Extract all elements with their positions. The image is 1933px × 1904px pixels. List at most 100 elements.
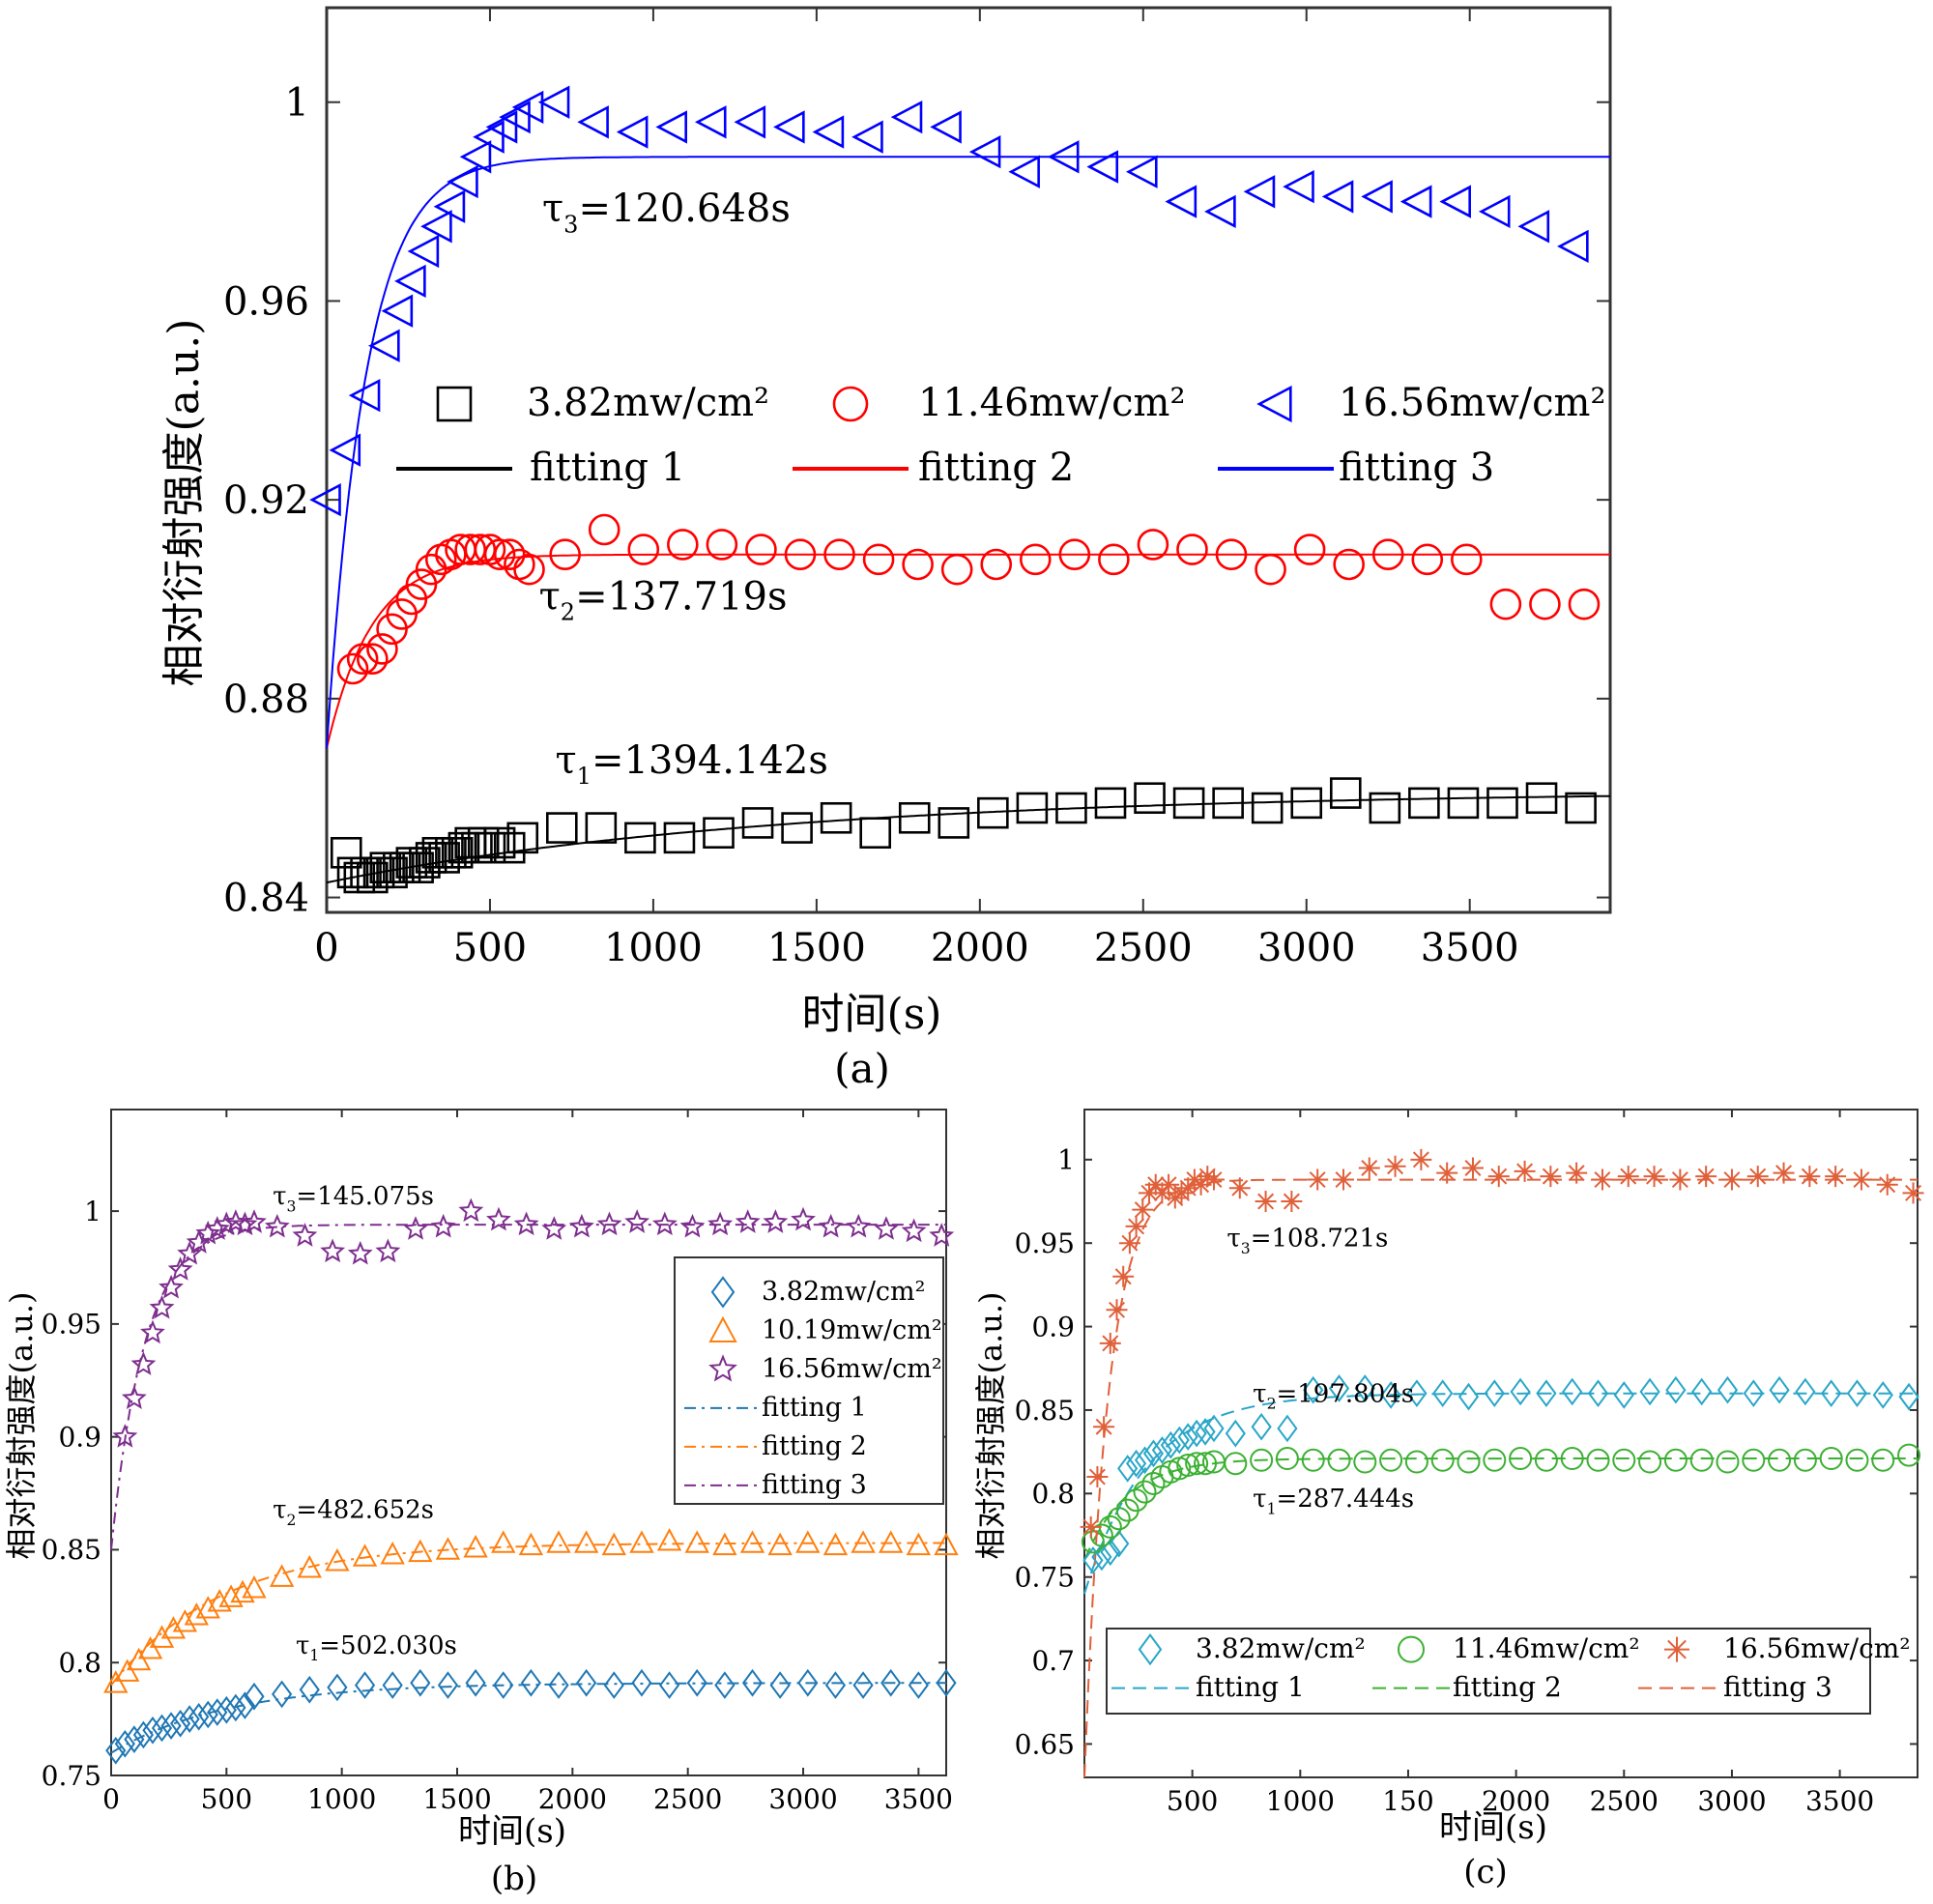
legend-label: 16.56mw/cm² bbox=[762, 1354, 942, 1384]
x-tick-label: 500 bbox=[453, 926, 527, 970]
data-point bbox=[651, 1211, 678, 1236]
plot-frame bbox=[110, 1109, 947, 1776]
data-point bbox=[656, 1527, 682, 1551]
panel-label: (c) bbox=[1463, 1853, 1508, 1891]
x-tick-label: 2000 bbox=[1482, 1785, 1550, 1817]
data-point bbox=[225, 1693, 246, 1722]
data-point bbox=[1768, 1448, 1792, 1472]
data-point bbox=[1086, 1466, 1109, 1488]
data-point bbox=[577, 105, 609, 139]
data-point bbox=[474, 831, 506, 864]
data-point bbox=[568, 1213, 594, 1238]
data-point bbox=[269, 1564, 295, 1587]
data-markers bbox=[103, 1197, 959, 1765]
y-tick-labels: 0.84 0.88 0.92 0.96 1 bbox=[223, 81, 309, 921]
data-point bbox=[1190, 1173, 1212, 1196]
data-point bbox=[1566, 1162, 1588, 1184]
data-point bbox=[115, 1659, 140, 1682]
tau-annotation: τ3=120.648s bbox=[542, 187, 791, 238]
data-point bbox=[292, 1223, 318, 1247]
y-tick-label: 0.7 bbox=[1031, 1645, 1075, 1677]
data-point bbox=[368, 329, 400, 362]
data-point bbox=[851, 1530, 876, 1553]
data-point bbox=[382, 1671, 403, 1699]
data-point bbox=[1354, 1374, 1375, 1402]
data-point bbox=[1215, 538, 1248, 571]
x-tick-label: 2500 bbox=[1094, 926, 1193, 970]
data-point bbox=[1540, 1166, 1562, 1188]
data-point bbox=[177, 1240, 203, 1265]
data-point bbox=[1557, 229, 1589, 264]
data-point bbox=[441, 836, 474, 869]
data-point bbox=[329, 433, 361, 467]
x-tick-label: 3000 bbox=[1697, 1785, 1766, 1817]
data-point bbox=[381, 294, 414, 328]
legend-label: 11.46mw/cm² bbox=[1453, 1632, 1640, 1664]
data-point bbox=[1186, 1419, 1207, 1448]
y-tick-labels: 0.75 0.8 0.85 0.9 0.95 1 bbox=[42, 1196, 101, 1792]
data-point bbox=[114, 1729, 135, 1758]
data-point bbox=[485, 110, 518, 144]
data-point bbox=[1451, 543, 1483, 576]
data-point bbox=[1016, 792, 1049, 824]
data-point bbox=[1478, 194, 1511, 229]
data-point bbox=[822, 1532, 849, 1556]
data-point bbox=[1055, 792, 1087, 824]
data-point bbox=[1517, 210, 1550, 244]
legend-label: fitting 2 bbox=[1453, 1671, 1562, 1703]
y-tick-label: 1 bbox=[285, 81, 309, 126]
data-point bbox=[506, 822, 539, 854]
data-point bbox=[820, 801, 852, 834]
data-point bbox=[184, 1602, 209, 1626]
data-point bbox=[1328, 1374, 1350, 1402]
data-point bbox=[1379, 1448, 1403, 1472]
legend-marker bbox=[1256, 385, 1292, 423]
data-point bbox=[1081, 1530, 1105, 1554]
data-point bbox=[403, 1216, 428, 1240]
data-point bbox=[357, 861, 389, 894]
data-point bbox=[1846, 1379, 1868, 1408]
data-point bbox=[197, 1700, 218, 1729]
fit-curve bbox=[1083, 1457, 1918, 1561]
y-axis-label: 相对衍射强度(a.u.) bbox=[159, 319, 209, 687]
data-point bbox=[407, 234, 440, 269]
y-axis-label: 相对衍射强度(a.u.) bbox=[3, 1291, 40, 1559]
data-point bbox=[1106, 1299, 1128, 1321]
data-point bbox=[812, 115, 845, 149]
fit-curve bbox=[1083, 1392, 1918, 1595]
fit-curve bbox=[326, 553, 1610, 749]
data-point bbox=[714, 1671, 736, 1699]
data-point bbox=[898, 801, 931, 834]
data-point bbox=[1301, 1448, 1325, 1472]
data-point bbox=[1277, 1414, 1298, 1443]
data-point bbox=[1587, 1379, 1609, 1408]
data-point bbox=[518, 1532, 544, 1556]
data-point bbox=[352, 1543, 378, 1567]
x-tick-label: 1500 bbox=[422, 1783, 491, 1815]
data-point bbox=[1255, 1191, 1277, 1213]
data-point bbox=[1225, 1419, 1246, 1448]
data-point bbox=[1510, 1377, 1531, 1406]
data-point bbox=[1177, 1177, 1199, 1199]
data-point bbox=[616, 115, 649, 149]
legend-label: fitting 3 bbox=[762, 1470, 867, 1500]
data-point bbox=[1821, 1379, 1842, 1408]
plot-frame bbox=[325, 6, 1612, 914]
data-point bbox=[1202, 1168, 1225, 1191]
data-point bbox=[1134, 1446, 1156, 1475]
data-point bbox=[936, 1668, 957, 1697]
data-point bbox=[585, 812, 618, 844]
data-markers bbox=[309, 85, 1601, 894]
data-point bbox=[1080, 1515, 1102, 1538]
data-point bbox=[1380, 1381, 1401, 1409]
data-point bbox=[549, 538, 581, 571]
data-point bbox=[880, 1668, 902, 1697]
data-point bbox=[1255, 553, 1286, 586]
x-tick-label: 3000 bbox=[768, 1783, 837, 1815]
tau-annotation: τ3=145.075s bbox=[273, 1182, 434, 1215]
data-point bbox=[1137, 529, 1169, 561]
data-point bbox=[1793, 1448, 1817, 1472]
legend-label: 11.46mw/cm² bbox=[918, 381, 1186, 425]
data-point bbox=[170, 1709, 191, 1738]
data-point bbox=[132, 1720, 155, 1749]
